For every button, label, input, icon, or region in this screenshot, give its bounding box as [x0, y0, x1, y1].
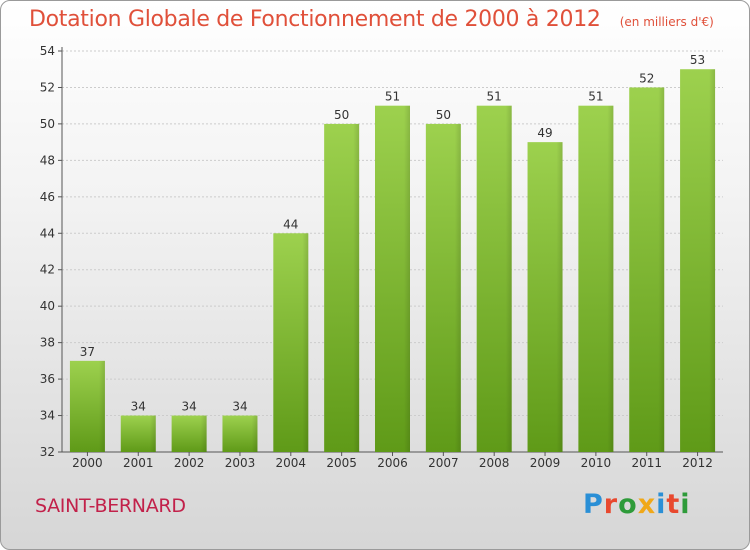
bar-value-label: 50 — [436, 108, 451, 122]
x-tick-label: 2009 — [530, 456, 561, 470]
bar-shade — [98, 360, 105, 452]
x-tick-label: 2004 — [276, 456, 307, 470]
y-tick-label: 52 — [40, 80, 55, 94]
bar-value-label: 51 — [385, 90, 400, 104]
bar-value-label: 50 — [334, 108, 349, 122]
y-tick-label: 38 — [40, 336, 55, 350]
logo-letter: r — [603, 489, 619, 520]
proxiti-logo: Proxiti — [583, 489, 691, 520]
y-tick-label: 32 — [40, 445, 55, 459]
bar-value-label: 34 — [232, 400, 247, 414]
logo-letter: i — [656, 489, 667, 520]
bar-value-label: 44 — [283, 217, 298, 231]
bar-value-label: 34 — [181, 400, 196, 414]
logo-letter: o — [618, 489, 638, 520]
bar-shade — [353, 123, 360, 452]
logo-letter: t — [666, 489, 681, 520]
labels: 37 2000 34 2001 34 2002 34 2003 44 2004 50 2005 51 20… — [72, 53, 713, 470]
logo-letter: x — [637, 489, 657, 520]
chart-unit-note: (en milliers d'€) — [619, 15, 714, 29]
bar-shade — [200, 415, 207, 452]
bar-value-label: 53 — [690, 53, 705, 67]
x-tick-label: 2003 — [225, 456, 256, 470]
x-tick-label: 2010 — [581, 456, 612, 470]
y-tick-label: 54 — [40, 44, 55, 58]
logo-letter: i — [680, 489, 691, 520]
bar-value-label: 51 — [487, 90, 502, 104]
x-tick-label: 2008 — [479, 456, 510, 470]
bar-shade — [556, 142, 563, 453]
bar-shade — [505, 105, 512, 452]
bar-shade — [454, 123, 461, 452]
y-tick-label: 40 — [40, 299, 55, 313]
y-tick-label: 44 — [40, 226, 55, 240]
logo-letter: P — [583, 489, 604, 520]
bars — [69, 69, 716, 453]
bar-shade — [251, 415, 258, 452]
bar-shade — [658, 87, 665, 453]
commune-name: SAINT-BERNARD — [35, 495, 186, 517]
x-tick-label: 2007 — [428, 456, 459, 470]
bar-value-label: 49 — [537, 126, 552, 140]
bar-value-label: 52 — [639, 71, 654, 85]
x-tick-label: 2001 — [123, 456, 154, 470]
y-tick-label: 50 — [40, 117, 55, 131]
x-tick-label: 2011 — [631, 456, 662, 470]
bar-value-label: 51 — [588, 90, 603, 104]
bar-shade — [302, 233, 309, 452]
bar-shade — [709, 69, 716, 453]
bar-shade — [607, 105, 614, 452]
x-tick-label: 2012 — [682, 456, 713, 470]
x-tick-label: 2000 — [72, 456, 103, 470]
title-row: Dotation Globale de Fonctionnement de 20… — [29, 7, 714, 32]
bar-shade — [404, 105, 410, 452]
y-tick-label: 48 — [40, 153, 55, 167]
bar-value-label: 37 — [80, 345, 95, 359]
y-tick-label: 36 — [40, 372, 55, 386]
y-tick-label: 34 — [40, 409, 55, 423]
y-tick-label: 46 — [40, 190, 55, 204]
bar-value-label: 34 — [131, 400, 146, 414]
y-tick-label: 42 — [40, 263, 55, 277]
x-tick-label: 2006 — [377, 456, 408, 470]
x-tick-label: 2005 — [326, 456, 357, 470]
bar-shade — [149, 415, 156, 452]
x-tick-label: 2002 — [174, 456, 205, 470]
chart-title: Dotation Globale de Fonctionnement de 20… — [29, 7, 601, 32]
